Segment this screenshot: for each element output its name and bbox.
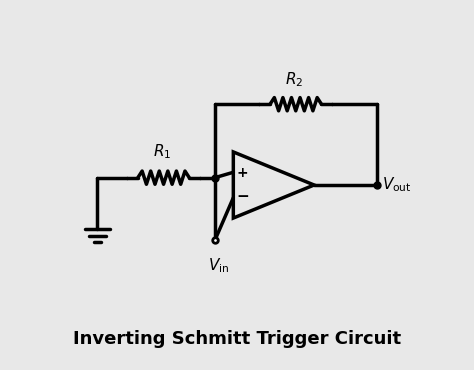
Text: $V_{\mathrm{in}}$: $V_{\mathrm{in}}$ [208, 257, 229, 275]
Text: $R_2$: $R_2$ [285, 70, 303, 89]
Text: $R_1$: $R_1$ [153, 142, 171, 161]
Text: Inverting Schmitt Trigger Circuit: Inverting Schmitt Trigger Circuit [73, 330, 401, 348]
Text: +: + [237, 166, 248, 181]
Text: $V_{\mathrm{out}}$: $V_{\mathrm{out}}$ [382, 176, 412, 194]
Text: −: − [236, 189, 249, 204]
